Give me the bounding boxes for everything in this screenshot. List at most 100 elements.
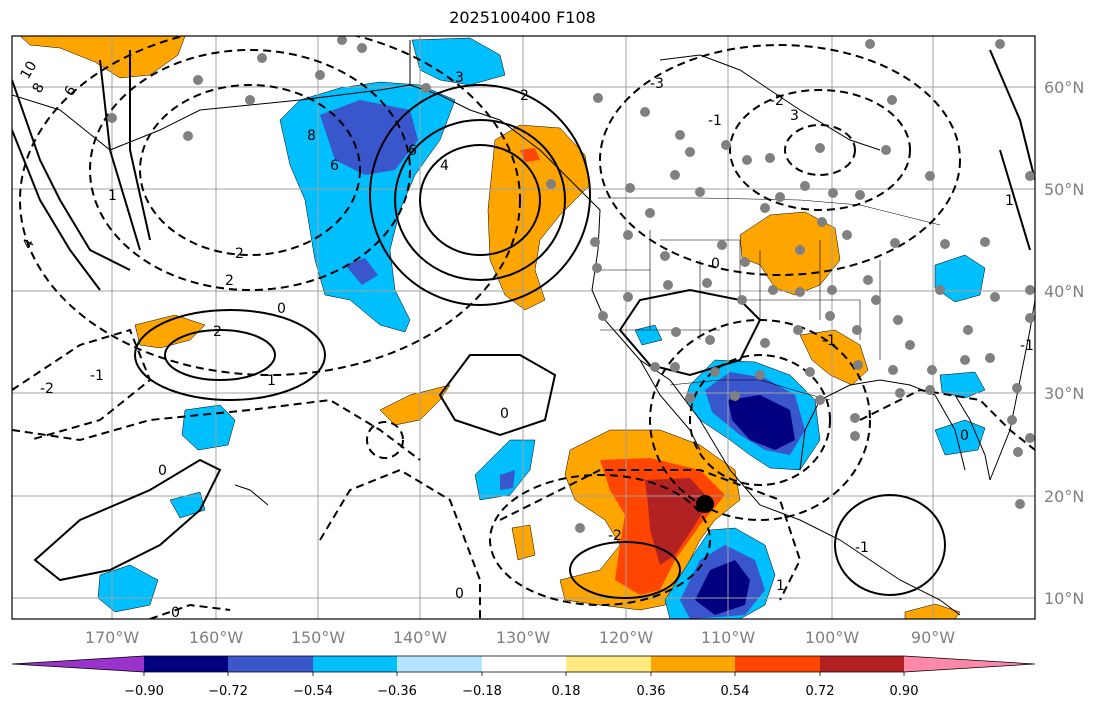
shade-blue-east1 <box>934 254 986 303</box>
colorbar-swatch <box>144 656 228 672</box>
shade-blue-east2 <box>939 371 986 399</box>
colorbar-swatch <box>313 656 397 672</box>
colorbar-tick-label: 0.54 <box>721 684 750 699</box>
shade-darkblue-west4 <box>500 470 515 490</box>
contour-label: 2 <box>213 324 222 340</box>
contour-label: 1 <box>108 188 117 204</box>
lon-label: 170°W <box>85 628 140 647</box>
lon-label: 110°W <box>701 628 756 647</box>
lon-label: 120°W <box>599 628 654 647</box>
contour-label: -2 <box>770 93 784 109</box>
colorbar-swatch <box>228 656 313 672</box>
contour-label: 1 <box>776 578 785 594</box>
shade-blue-west4 <box>474 439 536 501</box>
contour-label: 0 <box>711 256 720 272</box>
lon-label: 100°W <box>805 628 860 647</box>
latitude-axis: 60°N 50°N 40°N 30°N 20°N 10°N <box>1044 78 1084 608</box>
contour-label: 0 <box>158 463 167 479</box>
contour-label: -3 <box>650 76 664 92</box>
coast-florida <box>954 394 991 481</box>
coast-hawaii <box>234 484 269 506</box>
shade-navy-texas <box>728 395 795 450</box>
lat-label: 30°N <box>1044 384 1084 403</box>
contour-label: 3 <box>790 108 799 124</box>
longitude-axis: 170°W 160°W 150°W 140°W 130°W 120°W 110°… <box>85 628 955 647</box>
contour-label: 1 <box>1005 193 1014 209</box>
colorbar-swatch <box>482 656 566 672</box>
colorbar-swatch <box>651 656 735 672</box>
contour-label: 4 <box>440 158 449 174</box>
shade-orange-pnw <box>487 124 591 311</box>
contour-label: 3 <box>455 70 464 86</box>
contour-label: -1 <box>1020 338 1034 354</box>
colorbar-tick-label: −0.36 <box>377 684 417 699</box>
lat-label: 20°N <box>1044 487 1084 506</box>
station-markers <box>107 36 1035 533</box>
coast-gulf <box>799 379 966 471</box>
coast-alaska <box>12 84 411 151</box>
colorbar-swatch <box>904 656 1035 672</box>
colorbar-swatch <box>820 656 904 672</box>
colorbar-swatch <box>566 656 651 672</box>
lat-label: 40°N <box>1044 282 1084 301</box>
contour-label: 6 <box>330 158 339 174</box>
contour-label: 0 <box>960 428 969 444</box>
lon-label: 130°W <box>496 628 551 647</box>
coastlines <box>12 40 1035 616</box>
colorbar-tick-label: 0.18 <box>552 684 581 699</box>
contour-label: -1 <box>822 333 836 349</box>
map-title: 2025100400 F108 <box>449 8 596 27</box>
anomaly-shading <box>19 36 986 619</box>
contour-label: -2 <box>608 528 622 544</box>
coast-baja <box>639 359 701 451</box>
shade-blue-alaska-top <box>411 37 506 86</box>
lon-label: 140°W <box>393 628 448 647</box>
lat-label: 50°N <box>1044 180 1084 199</box>
lat-label: 10°N <box>1044 589 1084 608</box>
coast-north-america <box>409 40 961 616</box>
contour-label: 0 <box>277 301 286 317</box>
shade-darkblue-nepacific <box>320 100 418 175</box>
contour-label: 0 <box>171 605 180 621</box>
contour-label: 8 <box>307 128 316 144</box>
shade-red-pnw <box>520 148 540 162</box>
colorbar-swatch <box>12 656 144 672</box>
colorbar-tick-label: 0.72 <box>806 684 835 699</box>
map-frame <box>11 35 1036 620</box>
shade-blue-west2 <box>169 491 206 519</box>
contours-dashed <box>12 36 1035 619</box>
shade-orange-midpac <box>134 314 206 349</box>
contour-label: 0 <box>500 406 509 422</box>
graticule <box>12 36 1035 619</box>
contour-label: 0 <box>455 586 464 602</box>
shade-darkblue-small <box>345 258 378 285</box>
contour-label: -1 <box>708 113 722 129</box>
contour-label: -2 <box>230 246 244 262</box>
highlight-location-marker <box>696 495 714 513</box>
contour-label: -1 <box>855 540 869 556</box>
colorbar-swatch <box>735 656 820 672</box>
lon-label: 160°W <box>189 628 244 647</box>
contour-label: 1 <box>267 373 276 389</box>
contour-label: 10 <box>18 59 41 82</box>
colorbar-tick-label: 0.90 <box>890 684 919 699</box>
colorbar-tick-label: −0.90 <box>124 684 164 699</box>
coast-hudson <box>659 54 881 151</box>
lon-label: 90°W <box>911 628 955 647</box>
colorbar-tick-label: −0.72 <box>208 684 248 699</box>
colorbar-tick-label: 0.36 <box>637 684 666 699</box>
colorbar-tick-label: −0.54 <box>293 684 333 699</box>
contour-label: 2 <box>225 273 234 289</box>
lon-label: 150°W <box>291 628 346 647</box>
colorbar-swatch <box>397 656 482 672</box>
contour-label: -1 <box>90 368 104 384</box>
colorbar: −0.90 −0.72 −0.54 −0.36 −0.18 0.18 0.36 … <box>11 655 1036 699</box>
contour-label: 2 <box>520 88 529 104</box>
shade-orange-topleft <box>19 36 186 79</box>
shade-navy-south <box>695 560 750 615</box>
contour-label: 6 <box>408 143 417 159</box>
shade-blue-east3 <box>934 419 986 456</box>
contour-label: -2 <box>40 381 54 397</box>
colorbar-tick-label: −0.18 <box>462 684 502 699</box>
